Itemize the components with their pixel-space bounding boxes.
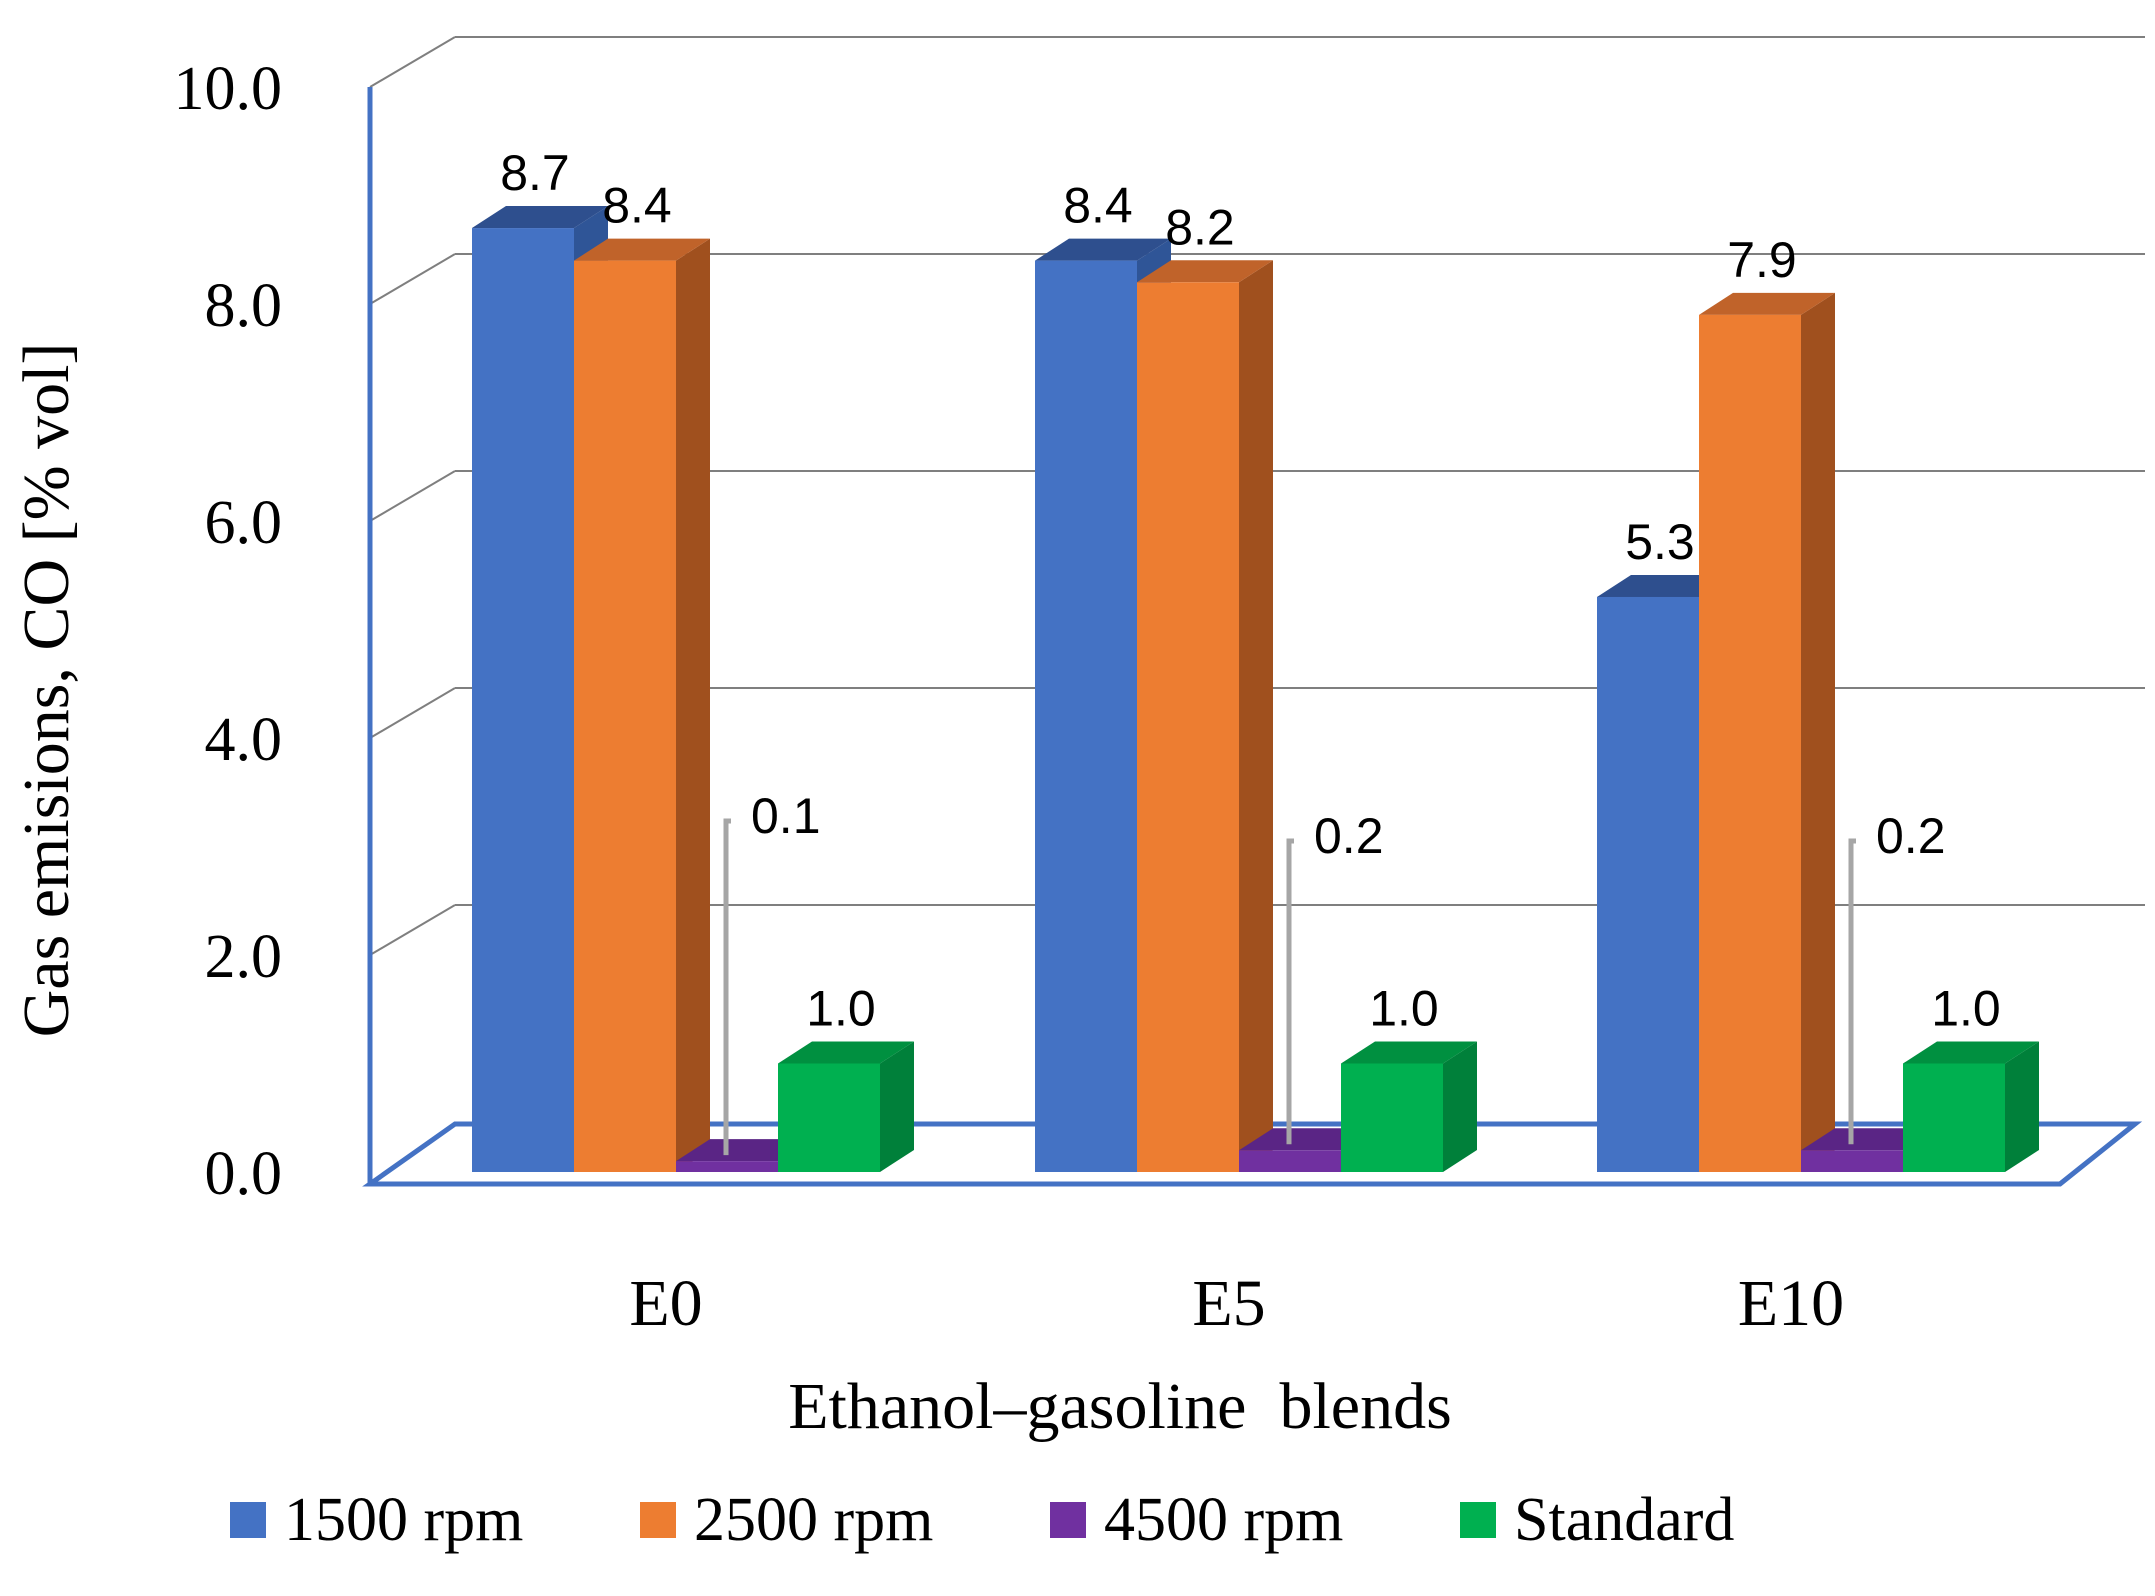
- bar-e5-standard: [1341, 1041, 1477, 1172]
- data-label: 8.7: [500, 145, 570, 201]
- axes: [362, 87, 2143, 1187]
- legend-item-4500-rpm: 4500 rpm: [1050, 1486, 1343, 1554]
- bar-e0-standard: [778, 1041, 914, 1172]
- bar-e0-2500-rpm: [574, 238, 710, 1173]
- data-label: 0.1: [751, 788, 821, 844]
- data-label: 1.0: [1931, 981, 2001, 1037]
- bar-side: [1239, 260, 1273, 1172]
- gridline-diagonal: [369, 253, 456, 305]
- bar-front: [472, 228, 574, 1173]
- legend-swatch: [640, 1502, 676, 1538]
- y-tick-label: 10.0: [174, 55, 283, 123]
- gridline-diagonal: [369, 687, 456, 739]
- x-axis-title: Ethanol–gasoline blends: [788, 1370, 1452, 1443]
- bar-side: [1801, 292, 1835, 1173]
- bar-front: [1341, 1063, 1443, 1172]
- legend-label: 1500 rpm: [284, 1486, 523, 1554]
- bar-top: [1035, 238, 1171, 261]
- legend-swatch: [1460, 1502, 1496, 1538]
- bar-front: [574, 260, 676, 1173]
- y-tick-label: 6.0: [205, 489, 283, 557]
- bar-front: [778, 1063, 880, 1172]
- leader-line: [1848, 838, 1856, 1145]
- legend-item-standard: Standard: [1460, 1486, 1734, 1554]
- data-label: 8.4: [602, 178, 672, 234]
- data-label: 5.3: [1625, 514, 1695, 570]
- bar-front: [676, 1161, 778, 1172]
- legend: 1500 rpm 2500 rpm 4500 rpm Standard: [230, 1486, 1734, 1554]
- data-label: 0.2: [1876, 808, 1946, 864]
- gridline-diagonal: [369, 904, 456, 956]
- bar-side: [676, 238, 710, 1173]
- y-tick-label: 2.0: [205, 923, 283, 991]
- legend-swatch: [1050, 1502, 1086, 1538]
- bar-side: [1443, 1041, 1477, 1172]
- bar-front: [1699, 314, 1801, 1173]
- y-tick-label: 4.0: [205, 706, 283, 774]
- gridline-diagonal: [369, 36, 456, 88]
- legend-label: Standard: [1514, 1486, 1734, 1554]
- bar-top: [1137, 260, 1273, 283]
- bar-side: [880, 1041, 914, 1172]
- x-tick-labels: E0 E5 E10: [629, 1267, 1844, 1340]
- y-tick-labels: 0.0 2.0 4.0 6.0 8.0 10.0: [174, 55, 283, 1208]
- data-labels: 8.7 8.4 0.1 1.0 8.4 8.2 0.2 1.0 5.3 7.9 0.2 1.0: [500, 145, 2001, 1156]
- legend-item-2500-rpm: 2500 rpm: [640, 1486, 933, 1554]
- bar-top: [1341, 1041, 1477, 1064]
- bar-front: [1903, 1063, 2005, 1172]
- bar-top: [472, 206, 608, 229]
- data-label: 8.2: [1165, 199, 1235, 255]
- y-tick-label: 0.0: [205, 1140, 283, 1208]
- data-label: 0.2: [1314, 808, 1384, 864]
- bar-front: [1137, 282, 1239, 1172]
- y-tick-label: 8.0: [205, 272, 283, 340]
- bar-top: [1903, 1041, 2039, 1064]
- leader-line: [1286, 838, 1294, 1145]
- data-label: 1.0: [1369, 981, 1439, 1037]
- legend-swatch: [230, 1502, 266, 1538]
- bars: [472, 206, 2039, 1173]
- x-tick-label: E10: [1738, 1267, 1844, 1340]
- legend-label: 2500 rpm: [694, 1486, 933, 1554]
- data-label: 1.0: [806, 981, 876, 1037]
- gridlines: [369, 36, 2145, 956]
- gridline-diagonal: [369, 470, 456, 522]
- bar-side: [2005, 1041, 2039, 1172]
- legend-label: 4500 rpm: [1104, 1486, 1343, 1554]
- bar-top: [1699, 292, 1835, 315]
- bar-e10-standard: [1903, 1041, 2039, 1172]
- x-tick-label: E5: [1192, 1267, 1265, 1340]
- floor-outline: [362, 1121, 2143, 1187]
- leader-line: [723, 818, 731, 1156]
- y-axis-title: Gas emisions, CO [% vol]: [10, 343, 83, 1038]
- data-label: 8.4: [1063, 178, 1133, 234]
- x-tick-label: E0: [629, 1267, 702, 1340]
- data-label: 7.9: [1727, 232, 1797, 288]
- bar-e10-2500-rpm: [1699, 292, 1835, 1173]
- bar-front: [1239, 1150, 1341, 1172]
- bar-front: [1801, 1150, 1903, 1172]
- bar-top: [778, 1041, 914, 1064]
- legend-item-1500-rpm: 1500 rpm: [230, 1486, 523, 1554]
- bar-front: [1597, 596, 1699, 1172]
- bar-top: [574, 238, 710, 261]
- bar-e5-2500-rpm: [1137, 260, 1273, 1172]
- bar-front: [1035, 260, 1137, 1173]
